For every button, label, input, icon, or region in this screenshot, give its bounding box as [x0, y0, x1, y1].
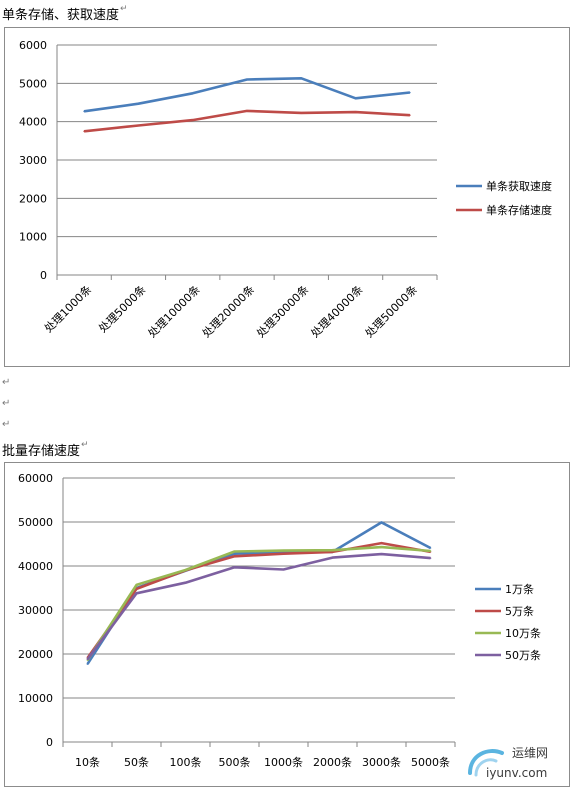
y-tick-label: 5000 [19, 77, 47, 90]
x-tick-label: 5000条 [411, 755, 450, 769]
data-point [354, 111, 357, 113]
x-tick-label: 处理40000条 [308, 282, 366, 340]
empty-paragraph-1: ↵ [2, 377, 11, 388]
y-tick-label: 3000 [19, 154, 47, 167]
x-tick-label: 处理30000条 [253, 282, 311, 340]
data-point [331, 551, 334, 553]
data-point [83, 110, 85, 113]
data-point [331, 549, 334, 551]
y-tick-label: 60000 [18, 472, 53, 485]
x-tick-label: 1000条 [264, 755, 303, 769]
data-point [282, 568, 285, 571]
data-point [86, 663, 89, 665]
data-point [137, 102, 140, 105]
data-point [380, 542, 383, 544]
watermark-swirl-icon: 运维网 iyunv.com [468, 746, 548, 780]
chart-batch-speed-svg: 0 10000 20000 30000 40000 50000 60000 10条 50条 100… [18, 472, 541, 769]
series-line-2 [86, 541, 431, 659]
data-point [429, 550, 432, 552]
heading-single-speed: 单条存储、获取速度↵ [2, 4, 128, 23]
x-tick-label: 500条 [219, 755, 251, 769]
data-point [135, 588, 138, 590]
series-line-2 [83, 109, 410, 133]
x-tick-label: 处理10000条 [145, 282, 203, 340]
watermark-logo: 运维网 iyunv.com [466, 743, 564, 783]
data-point [380, 521, 383, 524]
data-point [429, 547, 432, 549]
x-tick-label: 50条 [124, 755, 149, 769]
watermark-domain: iyunv.com [486, 766, 547, 780]
x-tick-label: 100条 [170, 755, 202, 769]
data-point [86, 658, 89, 661]
data-point [331, 556, 334, 559]
data-point [191, 119, 194, 121]
y-tick-label: 20000 [18, 648, 53, 661]
y-tick-label: 2000 [19, 192, 47, 205]
y-tick-label: 50000 [18, 516, 53, 529]
y-tick-label: 40000 [18, 560, 53, 573]
x-tick-label: 处理20000条 [199, 282, 257, 340]
data-point [233, 550, 236, 553]
x-tick-label: 处理1000条 [41, 282, 94, 335]
data-point [137, 124, 140, 127]
data-point [282, 549, 285, 552]
data-point [380, 553, 383, 555]
data-point [409, 114, 411, 116]
y-tick-label: 6000 [19, 39, 47, 52]
data-point [233, 555, 236, 558]
legend-label: 5万条 [505, 604, 534, 618]
legend-label: 单条获取速度 [486, 179, 552, 193]
legend-label: 50万条 [505, 648, 541, 662]
heading-batch-speed: 批量存储速度↵ [2, 440, 89, 459]
heading-text: 批量存储速度 [2, 444, 81, 459]
data-point [380, 546, 383, 548]
legend-label: 1万条 [505, 582, 534, 596]
heading-text: 单条存储、获取速度 [2, 8, 120, 23]
x-tick-label: 处理5000条 [96, 282, 149, 335]
data-point [409, 91, 411, 94]
data-point [300, 112, 303, 114]
data-point [300, 77, 303, 80]
paragraph-mark: ↵ [120, 4, 128, 14]
data-point [191, 92, 194, 95]
data-point [282, 552, 285, 555]
y-tick-label: 10000 [18, 692, 53, 705]
paragraph-mark: ↵ [81, 440, 89, 450]
legend-label: 10万条 [505, 626, 541, 640]
data-point [354, 97, 357, 100]
chart-batch-speed: 0 10000 20000 30000 40000 50000 60000 10条 50条 100… [4, 462, 570, 787]
data-point [135, 592, 138, 595]
y-tick-label: 4000 [19, 116, 47, 129]
series-line-4 [86, 552, 431, 661]
watermark-brand: 运维网 [512, 746, 548, 760]
x-tick-label: 3000条 [362, 755, 401, 769]
series-line-3 [86, 545, 431, 661]
data-point [246, 110, 248, 112]
data-point [184, 569, 187, 571]
data-point [429, 557, 432, 559]
data-point [246, 78, 248, 81]
data-point [184, 581, 187, 584]
data-point [233, 552, 236, 555]
x-tick-label: 2000条 [313, 755, 352, 769]
legend-label: 单条存储速度 [486, 203, 552, 217]
x-tick-label: 10条 [75, 755, 100, 769]
y-tick-label: 0 [46, 736, 53, 749]
x-tick-label: 处理50000条 [362, 282, 420, 340]
data-point [83, 130, 85, 133]
y-tick-label: 30000 [18, 604, 53, 617]
data-point [135, 584, 138, 586]
data-point [233, 566, 236, 569]
y-tick-label: 1000 [19, 231, 47, 244]
empty-paragraph-3: ↵ [2, 419, 11, 430]
empty-paragraph-2: ↵ [2, 398, 11, 409]
chart-single-speed: 0 1000 2000 3000 4000 5000 6000 处理1000条 处理5000条处… [4, 27, 570, 367]
y-tick-label: 0 [40, 269, 47, 282]
